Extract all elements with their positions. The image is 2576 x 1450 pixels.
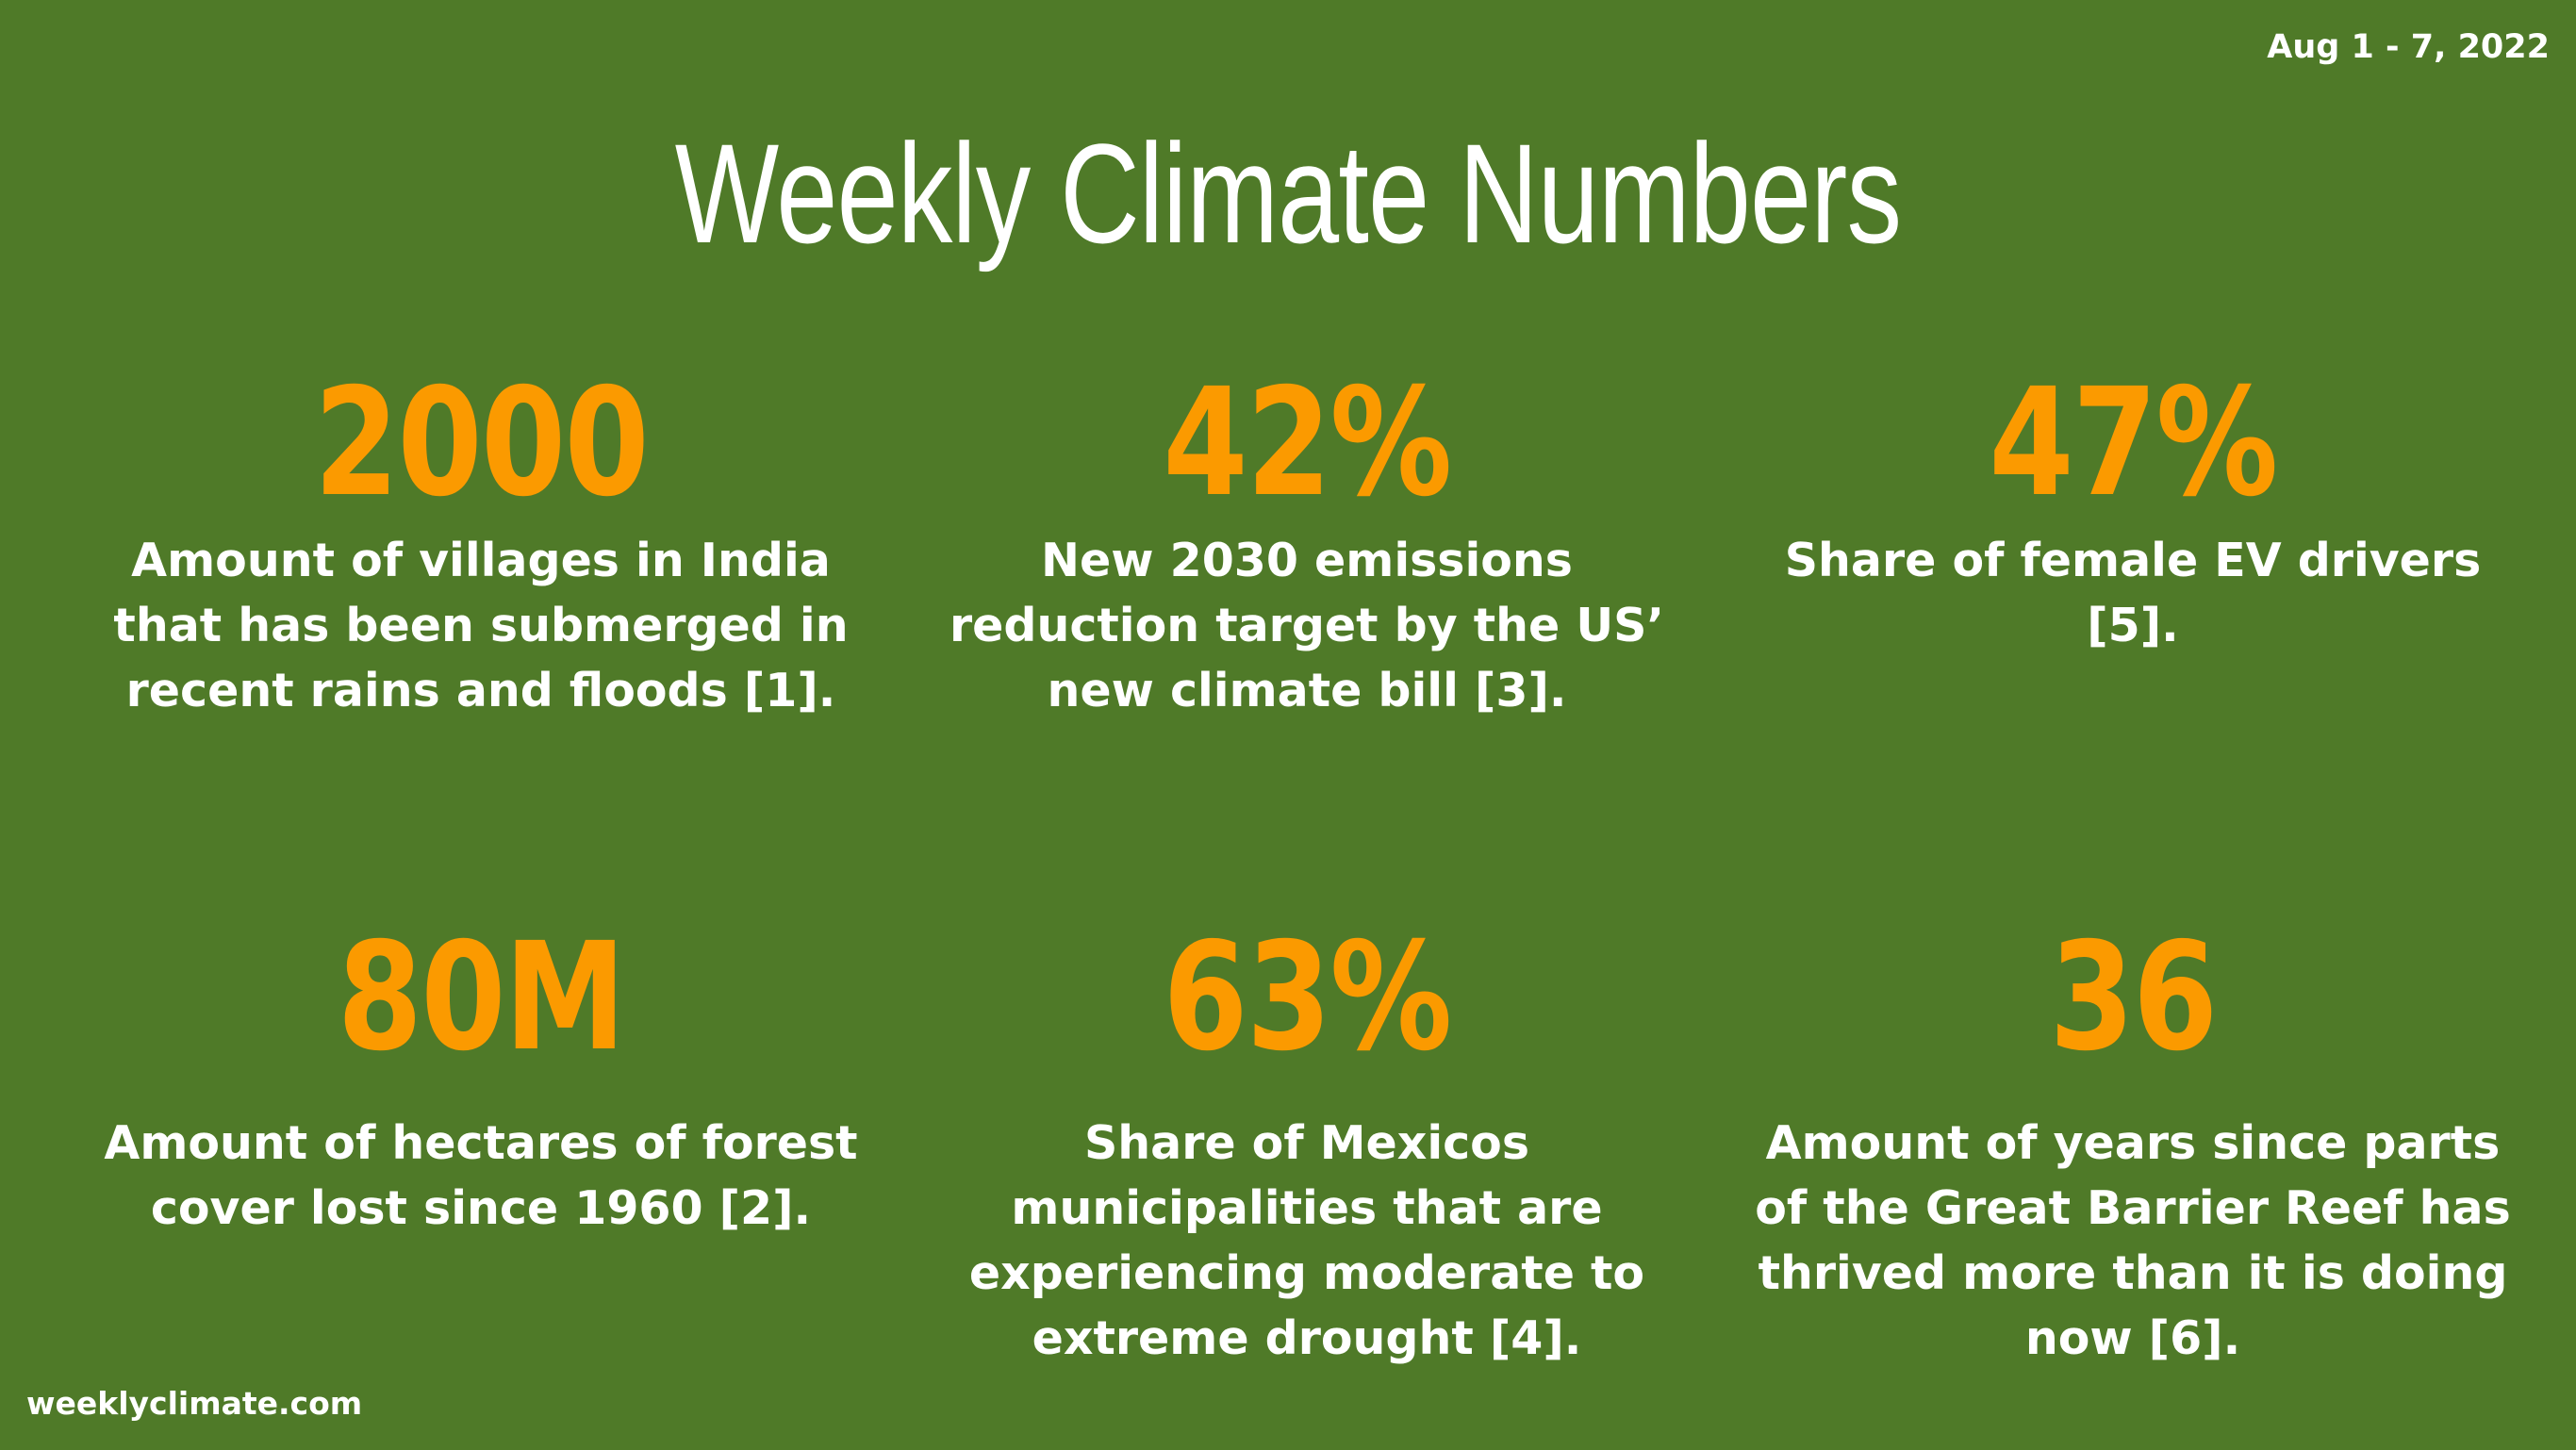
stat-number: 63%: [1163, 911, 1452, 1084]
date-range: Aug 1 - 7, 2022: [2267, 28, 2550, 66]
stat-card: 80M Amount of hectares of forest cover l…: [94, 913, 867, 1241]
stat-card: 63% Share of Mexicos municipalities that…: [920, 913, 1693, 1371]
stat-card: 36 Amount of years since parts of the Gr…: [1746, 913, 2519, 1371]
page-title: Weekly Climate Numbers: [674, 114, 1902, 272]
stat-card: 2000 Amount of villages in India that ha…: [94, 358, 867, 723]
stat-number: 80M: [337, 911, 626, 1084]
stat-number: 47%: [1989, 356, 2278, 530]
stat-number: 42%: [1163, 356, 1452, 530]
stat-description: Share of female EV drivers [5].: [1784, 534, 2482, 652]
stat-description: Amount of hectares of forest cover lost …: [104, 1116, 858, 1235]
stat-card: 42% New 2030 emissions reduction target …: [920, 358, 1693, 723]
footer-website: weeklyclimate.com: [26, 1385, 363, 1422]
stat-number: 36: [2049, 911, 2218, 1084]
stat-description: Share of Mexicos municipalities that are…: [968, 1116, 1645, 1365]
stat-description: New 2030 emissions reduction target by t…: [949, 534, 1665, 717]
stat-card: 47% Share of female EV drivers [5].: [1746, 358, 2519, 658]
stat-description: Amount of years since parts of the Great…: [1755, 1116, 2511, 1365]
stat-number: 2000: [313, 356, 650, 530]
stat-description: Amount of villages in India that has bee…: [113, 534, 849, 717]
